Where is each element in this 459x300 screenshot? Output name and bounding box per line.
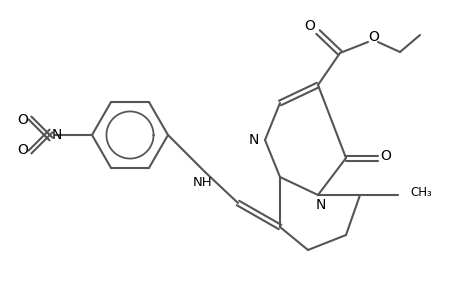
Text: N: N (248, 133, 258, 147)
Text: CH₃: CH₃ (409, 187, 431, 200)
Text: N: N (52, 128, 62, 142)
Text: O: O (304, 19, 315, 33)
Text: NH: NH (193, 176, 213, 188)
Text: O: O (17, 113, 28, 127)
Text: O: O (380, 149, 391, 163)
Text: O: O (17, 143, 28, 157)
Text: N: N (315, 198, 325, 212)
Text: O: O (368, 30, 379, 44)
